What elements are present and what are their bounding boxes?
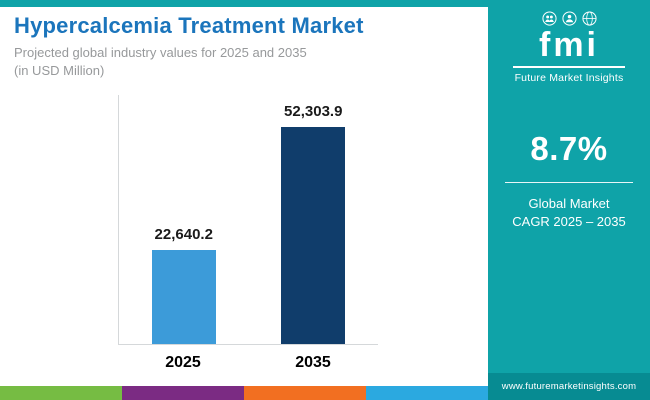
people-icon	[541, 11, 557, 26]
cagr-divider	[505, 182, 633, 183]
bar-chart: 22,640.2 52,303.9 2025 2035	[118, 95, 378, 371]
website-url: www.futuremarketinsights.com	[501, 381, 637, 392]
header: Hypercalcemia Treatment Market Projected…	[14, 13, 464, 78]
footer-stripe-segment	[366, 386, 488, 400]
bar-group-2025: 22,640.2	[151, 226, 216, 344]
cagr-label-line1: Global Market	[528, 196, 610, 211]
bar-group-2035: 52,303.9	[281, 103, 346, 344]
x-axis-labels: 2025 2035	[118, 354, 378, 372]
bar-2025	[151, 250, 216, 344]
footer-stripe-segment	[0, 386, 122, 400]
bar-2035	[281, 127, 346, 344]
page-subtitle: Projected global industry values for 202…	[14, 45, 307, 60]
bar-value-label-2025: 22,640.2	[154, 226, 213, 243]
cagr-value: 8.7%	[530, 130, 608, 167]
person-icon	[561, 11, 577, 26]
cagr-block: 8.7% Global Market CAGR 2025 – 2035	[488, 130, 650, 231]
unit-note: (in USD Million)	[14, 62, 105, 78]
logo-company-text: Future Market Insights	[514, 72, 624, 84]
footer-accent-bar	[0, 386, 488, 400]
sidebar: fmi Future Market Insights 8.7% Global M…	[488, 0, 650, 400]
logo-brand-text: fmi	[539, 26, 599, 64]
plot-area: 22,640.2 52,303.9	[118, 95, 378, 345]
x-tick-2035: 2035	[295, 354, 331, 371]
cagr-label-line2: CAGR 2025 – 2035	[512, 214, 626, 230]
logo-divider	[513, 66, 625, 68]
footer-stripe-segment	[244, 386, 366, 400]
page-title: Hypercalcemia Treatment Market	[14, 13, 364, 38]
top-accent-bar	[0, 0, 650, 7]
logo-icon-row	[488, 11, 650, 26]
website-bar: www.futuremarketinsights.com	[488, 373, 650, 400]
globe-icon	[581, 11, 597, 26]
bar-value-label-2035: 52,303.9	[284, 103, 343, 120]
fmi-logo: fmi Future Market Insights	[488, 0, 650, 84]
x-tick-2025: 2025	[165, 354, 201, 371]
footer-stripe-segment	[122, 386, 244, 400]
